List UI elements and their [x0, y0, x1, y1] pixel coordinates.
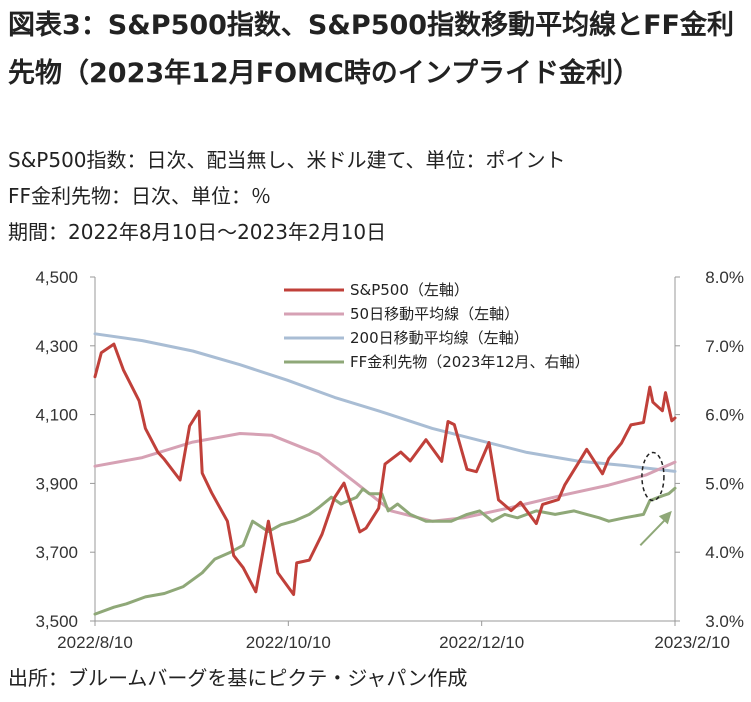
- series-line-ff: [93, 486, 677, 616]
- x-tick-label: 2022/10/10: [246, 633, 331, 652]
- y-right-tick-label: 5.0%: [705, 474, 744, 493]
- y-right-tick-label: 3.0%: [705, 612, 744, 631]
- series-line-ma200: [93, 332, 677, 473]
- y-right-tick-label: 7.0%: [705, 337, 744, 356]
- series-line-sp500: [93, 342, 677, 596]
- series-line-ma50: [93, 432, 677, 523]
- subtitle-period: 期間：2022年8月10日～2023年2月10日: [8, 220, 387, 244]
- y-left-tick-label: 4,100: [35, 406, 78, 425]
- legend-label-ma50: 50日移動平均線（左軸）: [350, 305, 519, 323]
- legend-label-ff: FF金利先物（2023年12月、右軸）: [350, 353, 590, 371]
- legend-label-ma200: 200日移動平均線（左軸）: [350, 329, 529, 347]
- y-right-tick-label: 6.0%: [705, 406, 744, 425]
- y-left-tick-label: 3,500: [35, 612, 78, 631]
- annotation-arrow-shaft: [639, 516, 669, 547]
- y-left-tick-label: 4,300: [35, 337, 78, 356]
- subtitle-units-index: S&P500指数：日次、配当無し、米ドル建て、単位：ポイント: [8, 148, 566, 172]
- x-tick-label: 2023/2/10: [654, 633, 730, 652]
- y-left-tick-label: 3,900: [35, 474, 78, 493]
- chart-title: 図表3：S&P500指数、S&P500指数移動平均線とFF金利先物（2023年1…: [8, 10, 734, 89]
- y-left-tick-label: 3,700: [35, 543, 78, 562]
- x-tick-label: 2022/8/10: [57, 633, 133, 652]
- legend-label-sp500: S&P500（左軸）: [350, 281, 469, 299]
- y-right-tick-label: 4.0%: [705, 543, 744, 562]
- y-right-tick-label: 8.0%: [705, 268, 744, 287]
- x-tick-label: 2022/12/10: [439, 633, 524, 652]
- annotation-arrow-head: [658, 510, 672, 525]
- y-left-tick-label: 4,500: [35, 268, 78, 287]
- source-note: 出所：ブルームバーグを基にピクテ・ジャパン作成: [8, 666, 468, 690]
- highlight-ellipse: [641, 451, 665, 502]
- subtitle-units-ff: FF金利先物：日次、単位：％: [8, 184, 272, 208]
